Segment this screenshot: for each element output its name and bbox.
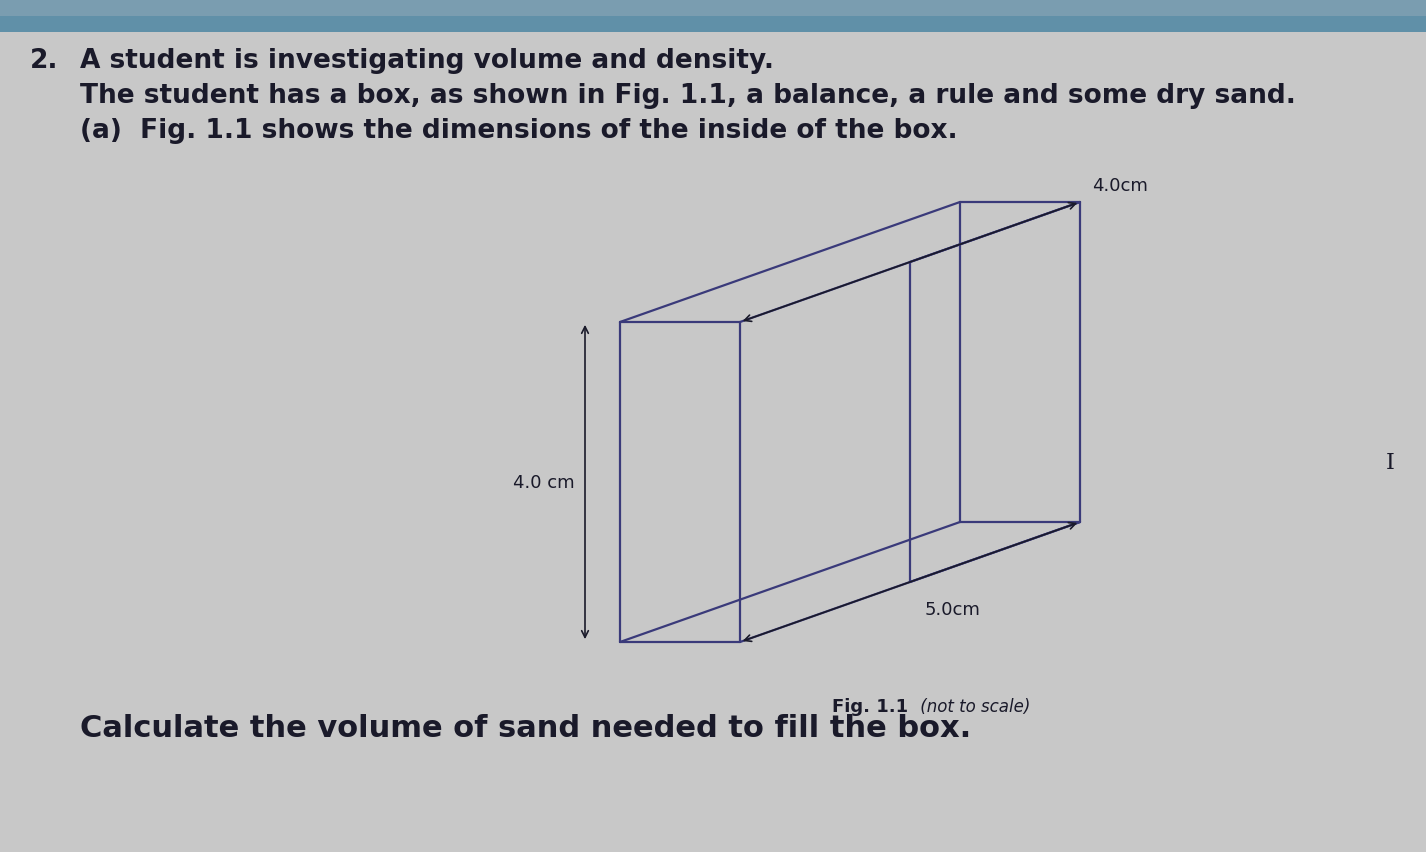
Text: 5.0cm: 5.0cm — [925, 601, 981, 619]
Bar — [0, 0, 1426, 17]
Text: Fig. 1.1: Fig. 1.1 — [831, 697, 908, 715]
Text: Calculate the volume of sand needed to fill the box.: Calculate the volume of sand needed to f… — [80, 713, 971, 742]
Text: 2.: 2. — [30, 48, 58, 74]
Bar — [0, 0, 1426, 33]
Text: I: I — [1386, 452, 1395, 474]
Text: 4.0cm: 4.0cm — [1092, 177, 1148, 195]
Text: (a)  Fig. 1.1 shows the dimensions of the inside of the box.: (a) Fig. 1.1 shows the dimensions of the… — [80, 118, 958, 144]
Text: 4.0 cm: 4.0 cm — [513, 474, 575, 492]
Text: (not to scale): (not to scale) — [915, 697, 1031, 715]
Text: A student is investigating volume and density.: A student is investigating volume and de… — [80, 48, 774, 74]
Text: The student has a box, as shown in Fig. 1.1, a balance, a rule and some dry sand: The student has a box, as shown in Fig. … — [80, 83, 1296, 109]
